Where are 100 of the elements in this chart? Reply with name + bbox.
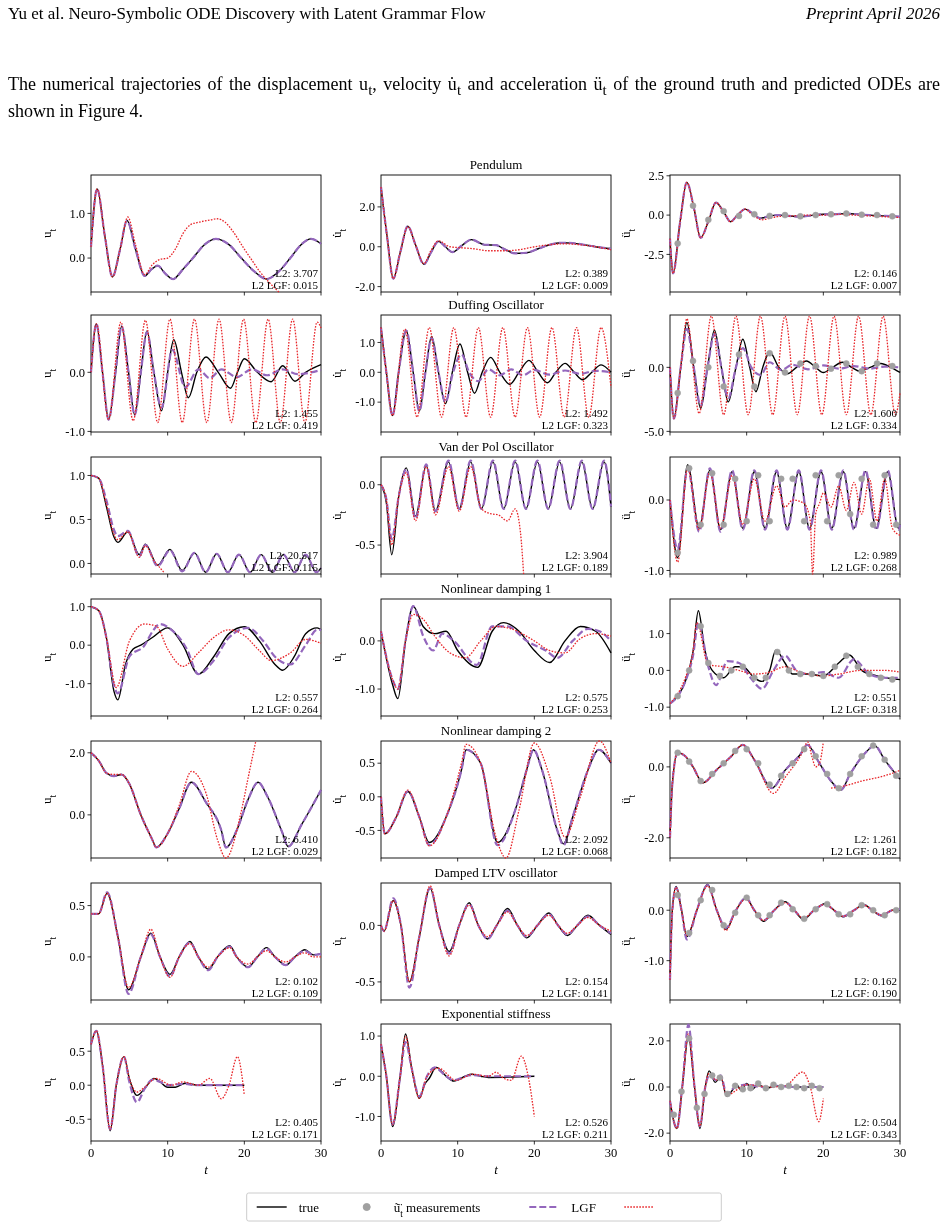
- point: [823, 517, 831, 525]
- annotation: L2: 20.517: [269, 549, 319, 561]
- point: [877, 674, 885, 681]
- y-tick-label: 0.0: [69, 638, 85, 653]
- y-tick-label: 2.0: [359, 200, 375, 215]
- x-axis-title: t: [783, 1162, 788, 1177]
- point: [846, 510, 854, 518]
- point: [889, 213, 896, 220]
- point: [858, 901, 865, 909]
- y-tick-label: 0.0: [648, 1080, 664, 1095]
- point: [685, 1035, 693, 1042]
- point: [866, 670, 873, 678]
- point: [843, 360, 850, 367]
- annotation: L2 LGF: 0.323: [541, 419, 609, 431]
- point: [716, 1074, 724, 1082]
- point: [800, 745, 808, 753]
- y-tick-label: 1.0: [359, 335, 375, 350]
- annotation: L2: 0.146: [854, 267, 898, 279]
- point: [674, 389, 681, 397]
- legend-label: LGF: [571, 1199, 596, 1215]
- y-tick-label: -0.5: [355, 975, 375, 990]
- point: [831, 663, 839, 670]
- annotation: L2: 1.261: [854, 833, 897, 845]
- y-tick-label: 0.0: [359, 240, 375, 255]
- point: [731, 1082, 739, 1090]
- annotation: L2 LGF: 0.189: [541, 561, 609, 573]
- point: [685, 758, 693, 765]
- annotation: L2 LGF: 0.141: [541, 987, 608, 999]
- point: [808, 670, 816, 678]
- y-tick-label: 0.0: [648, 493, 664, 508]
- annotation: L2 LGF: 0.109: [251, 987, 319, 999]
- point: [674, 749, 681, 756]
- x-tick-label: 10: [740, 1146, 753, 1160]
- annotation: L2: 0.526: [565, 1116, 609, 1128]
- point: [854, 663, 862, 670]
- annotation: L2: 1.455: [275, 407, 319, 419]
- point: [697, 896, 704, 904]
- chart-title: Damped LTV oscillator: [434, 865, 559, 880]
- point: [777, 475, 785, 483]
- annotation: L2: 0.575: [565, 691, 609, 703]
- point: [820, 672, 827, 680]
- annotation: L2 LGF: 0.190: [830, 987, 898, 999]
- point: [835, 472, 842, 479]
- y-tick-label: -5.0: [644, 424, 664, 439]
- point: [858, 367, 865, 375]
- point: [754, 1080, 762, 1087]
- point: [705, 659, 712, 667]
- point: [731, 747, 739, 755]
- line-series: [380, 466, 525, 575]
- point: [892, 906, 900, 914]
- annotation: L2 LGF: 0.343: [830, 1128, 898, 1140]
- point: [777, 772, 785, 779]
- annotation: L2: 0.162: [854, 975, 897, 987]
- point: [827, 211, 835, 218]
- y-tick-label: -1.0: [355, 395, 375, 410]
- y-tick-label: -1.0: [65, 424, 85, 439]
- line-series: [379, 459, 613, 541]
- point: [766, 781, 773, 788]
- point: [808, 1082, 816, 1090]
- x-tick-label: 10: [161, 1146, 174, 1160]
- point: [720, 521, 727, 528]
- annotation: L2 LGF: 0.318: [830, 703, 898, 715]
- y-tick-label: 0.0: [69, 1078, 85, 1093]
- y-tick-label: 1.0: [69, 600, 85, 614]
- annotation: L2: 1.600: [854, 407, 898, 419]
- point: [693, 1104, 701, 1112]
- annotation: L2 LGF: 0.211: [542, 1128, 608, 1140]
- point: [781, 211, 789, 219]
- y-tick-label: 0.0: [69, 251, 85, 266]
- point: [797, 670, 804, 678]
- point: [751, 211, 758, 218]
- point: [823, 900, 831, 908]
- point: [797, 360, 804, 367]
- point: [858, 211, 865, 218]
- y-tick-label: -1.0: [65, 676, 85, 691]
- point: [689, 202, 697, 209]
- point: [743, 517, 750, 525]
- point: [697, 777, 704, 785]
- x-tick-label: 20: [817, 1146, 830, 1160]
- point: [674, 692, 681, 700]
- point: [705, 364, 712, 371]
- point: [685, 929, 693, 937]
- point: [708, 469, 716, 477]
- x-tick-label: 30: [893, 1146, 907, 1160]
- point: [889, 676, 896, 683]
- annotation: L2: 3.904: [565, 549, 609, 561]
- y-tick-label: 1.0: [359, 1029, 375, 1044]
- point: [697, 622, 704, 630]
- point: [785, 1082, 793, 1090]
- point: [889, 362, 896, 370]
- y-tick-label: 0.5: [69, 512, 85, 527]
- annotation: L2: 0.405: [275, 1116, 319, 1128]
- point: [827, 365, 835, 372]
- legend-label: true: [298, 1199, 320, 1215]
- y-tick-label: 2.5: [648, 169, 664, 184]
- annotation: L2: 0.504: [854, 1116, 898, 1128]
- text: Yu et al. Neuro-Symbolic ODE Discovery with Latent Grammar Flow: [8, 4, 487, 23]
- y-tick-label: 0.0: [359, 365, 375, 380]
- y-tick-label: -2.0: [644, 831, 664, 846]
- point: [881, 912, 888, 919]
